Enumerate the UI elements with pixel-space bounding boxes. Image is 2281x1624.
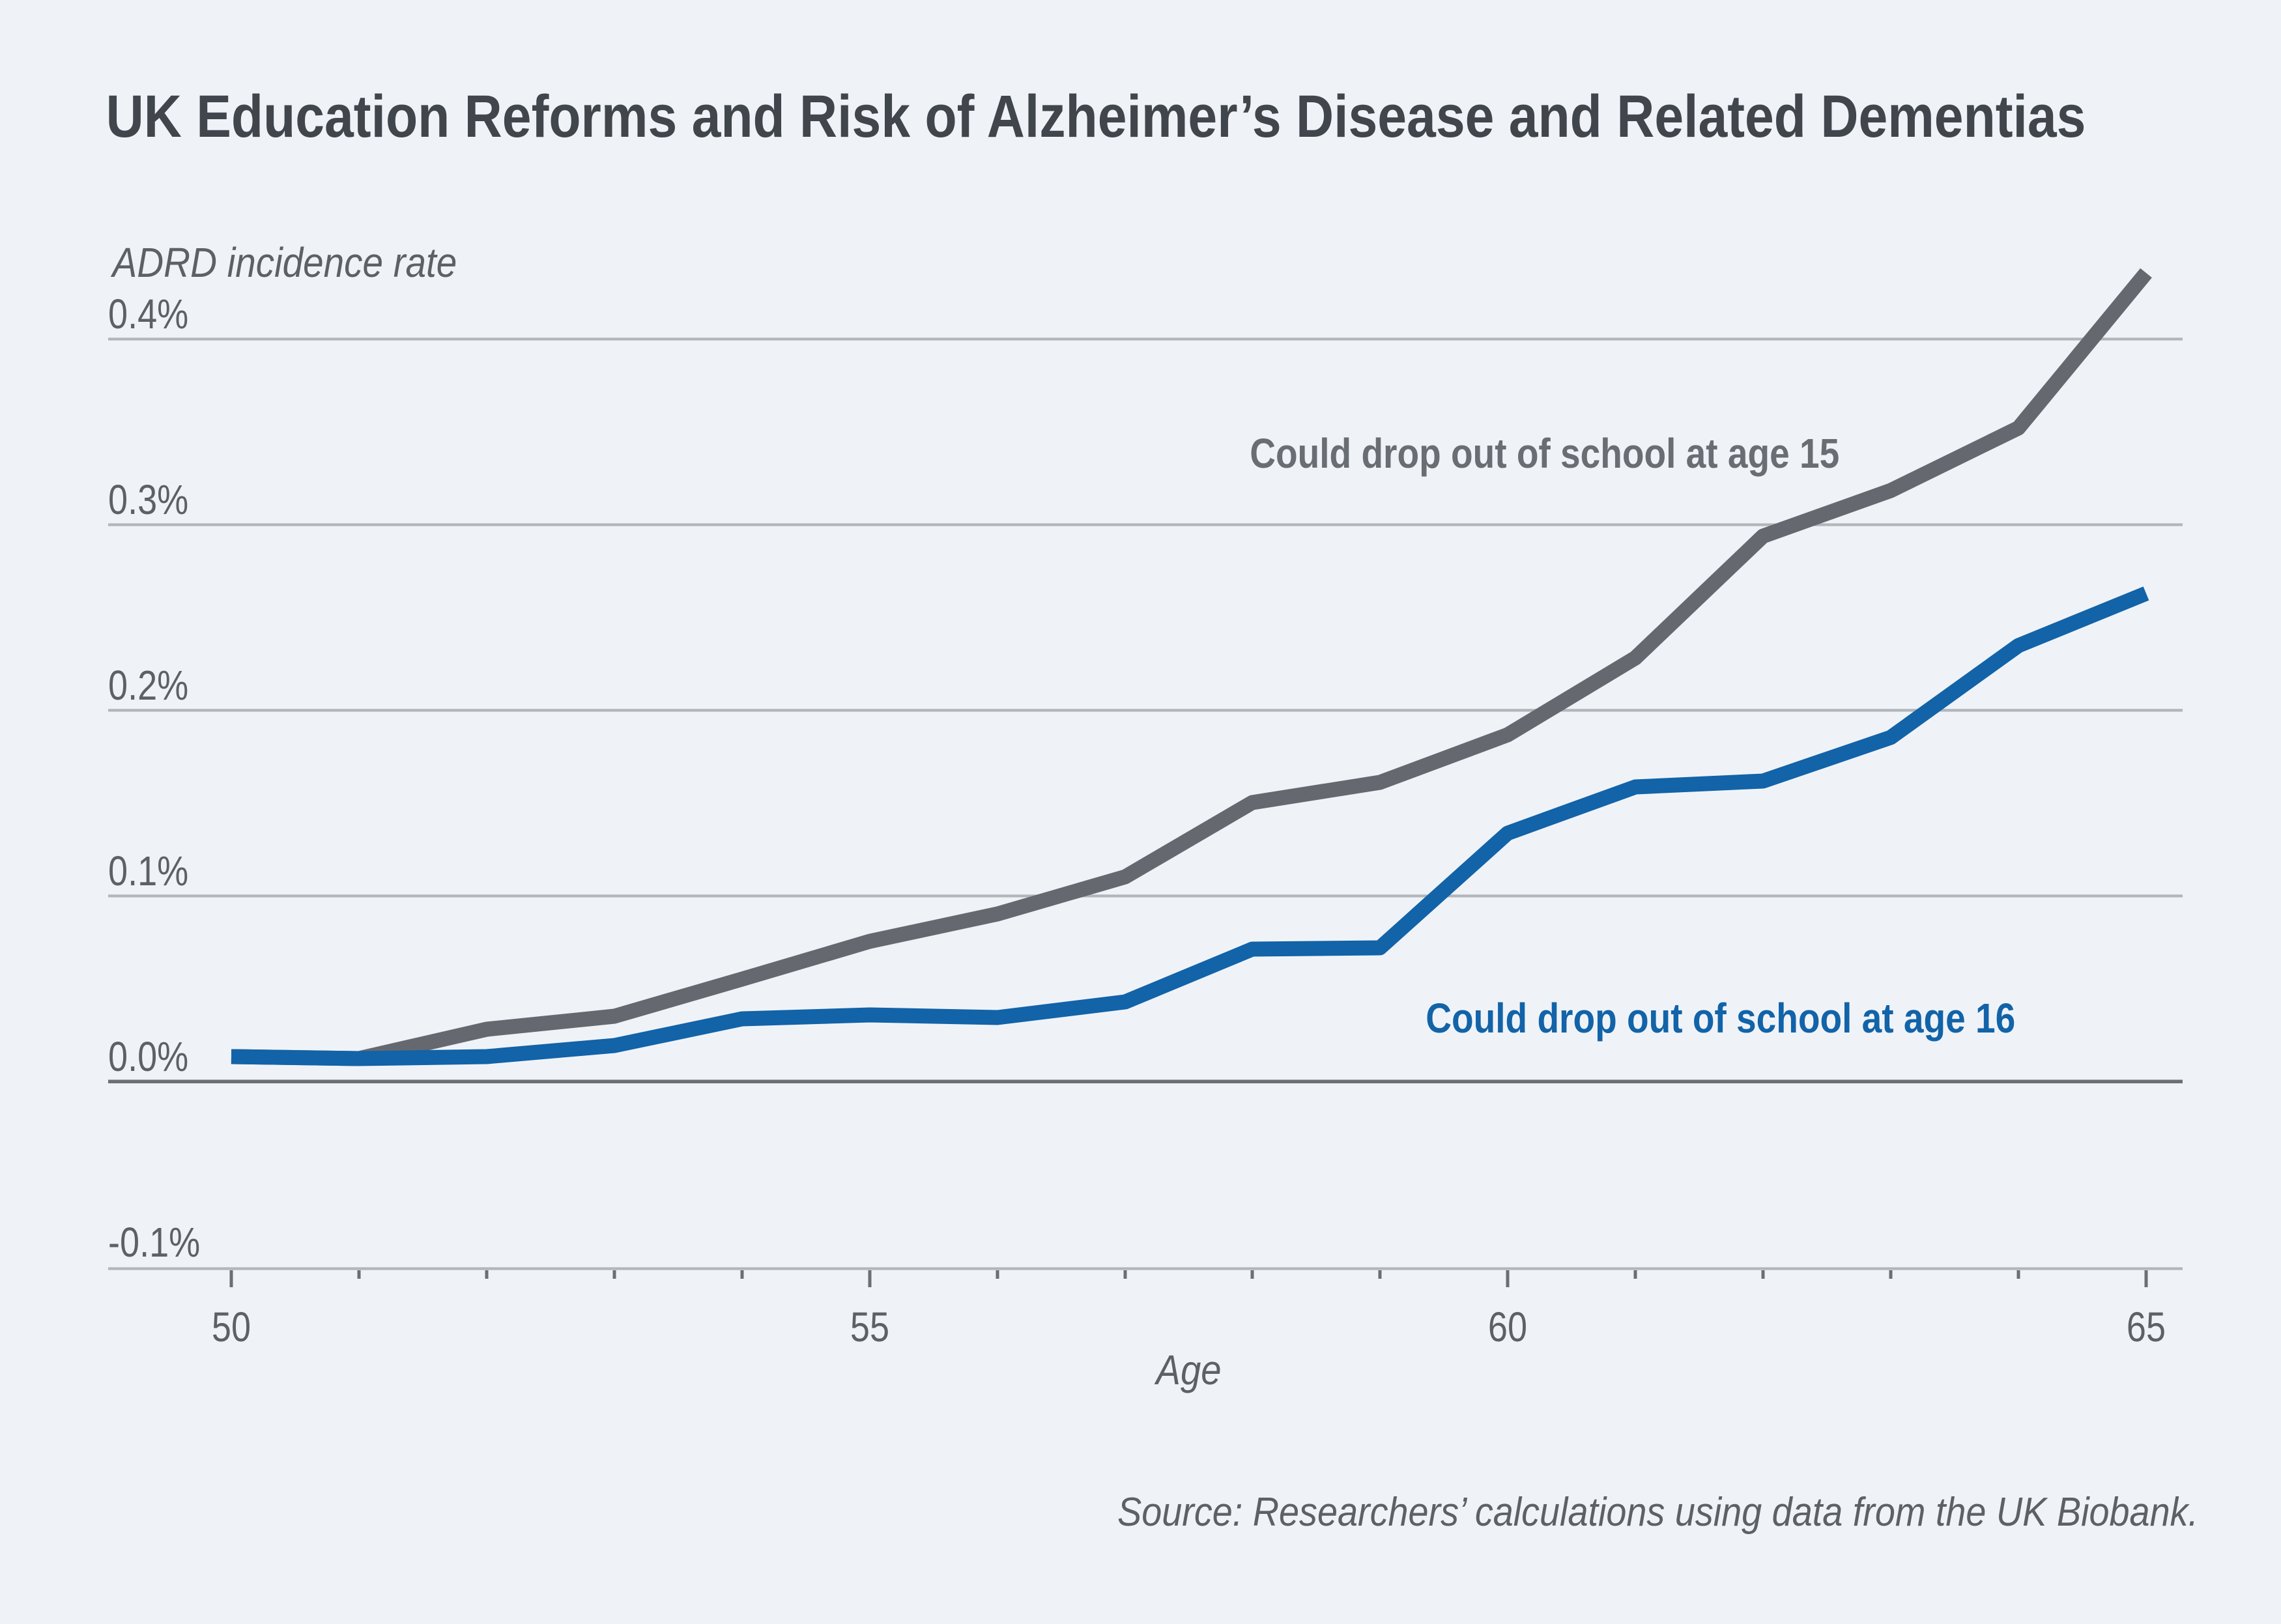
svg-text:0.0%: 0.0% [108,1033,188,1080]
svg-text:ADRD incidence rate: ADRD incidence rate [111,239,457,286]
svg-text:Could drop out of school at ag: Could drop out of school at age 16 [1426,995,2015,1042]
svg-text:60: 60 [1488,1303,1527,1350]
svg-text:0.3%: 0.3% [108,476,188,523]
svg-text:65: 65 [2127,1303,2166,1350]
svg-text:0.4%: 0.4% [108,291,188,337]
svg-text:-0.1%: -0.1% [108,1219,200,1266]
svg-text:Age: Age [1155,1346,1222,1393]
svg-text:Source: Researchers’ calculati: Source: Researchers’ calculations using … [1117,1490,2198,1534]
svg-text:UK Education Reforms and Risk: UK Education Reforms and Risk of Alzheim… [106,83,2086,150]
svg-text:55: 55 [850,1303,889,1350]
svg-text:Could drop out of school at ag: Could drop out of school at age 15 [1250,430,1839,477]
svg-text:50: 50 [212,1303,251,1350]
svg-text:0.1%: 0.1% [108,848,188,894]
svg-text:0.2%: 0.2% [108,662,188,709]
